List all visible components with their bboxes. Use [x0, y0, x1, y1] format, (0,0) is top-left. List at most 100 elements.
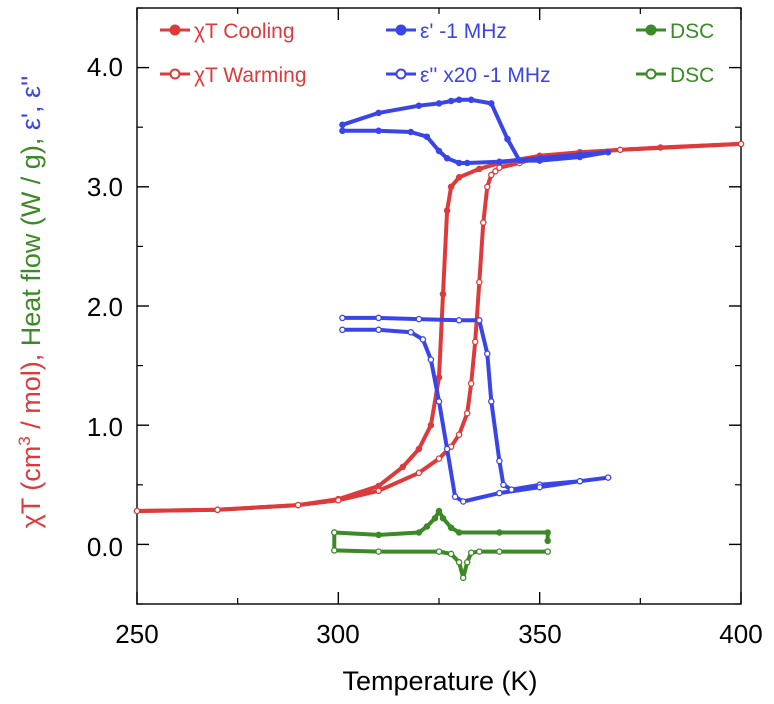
data-point: [435, 455, 443, 462]
legend-label: ε' -1 MHz: [420, 20, 507, 43]
axis-ticks: [136, 7, 742, 605]
data-point: [496, 529, 503, 536]
data-point: [427, 421, 435, 429]
x-tick-label: 350: [518, 619, 561, 649]
data-point: [419, 336, 427, 343]
series-4: [331, 507, 551, 545]
series-1: [133, 140, 745, 515]
data-point: [431, 514, 439, 522]
y-tick-label: 0.0: [87, 532, 123, 562]
y-tick-label: 2.0: [87, 292, 123, 322]
y-axis-title-epsilon: ε', ε'': [16, 76, 46, 131]
data-point: [294, 501, 302, 509]
x-tick-label: 250: [115, 619, 158, 649]
data-point: [476, 317, 483, 324]
data-point: [435, 100, 443, 107]
data-point: [455, 174, 463, 181]
data-point: [576, 151, 584, 158]
legend-label: ε'' x20 -1 MHz: [420, 64, 551, 87]
legend-item-dsc-2: DSC: [636, 64, 714, 87]
x-tick-label: 300: [316, 619, 359, 649]
data-point: [375, 127, 382, 135]
data-point: [407, 328, 415, 336]
legend-label: DSC: [670, 20, 714, 43]
data-point: [496, 548, 503, 555]
legend-label: DSC: [670, 64, 714, 87]
y-tick-labels: 0.0 1.0 2.0 3.0 4.0: [87, 52, 123, 562]
data-point: [451, 493, 459, 500]
data-point: [415, 315, 423, 323]
series-layer: [133, 96, 745, 582]
data-point: [459, 498, 467, 505]
data-point: [415, 102, 423, 109]
data-point: [616, 146, 624, 154]
data-point: [375, 314, 382, 322]
data-point: [455, 159, 463, 167]
data-point: [504, 135, 511, 143]
data-point: [423, 523, 431, 530]
data-point: [604, 474, 612, 481]
data-point: [476, 548, 483, 555]
data-point: [484, 350, 491, 357]
data-point: [471, 338, 479, 346]
data-point: [439, 514, 447, 522]
data-point: [737, 140, 745, 148]
data-point: [415, 469, 423, 477]
data-point: [435, 398, 443, 405]
data-point: [476, 165, 483, 173]
data-point: [459, 574, 467, 582]
legend-item-chiT-warming: χT Warming: [160, 64, 307, 87]
data-point: [536, 483, 543, 491]
data-point: [455, 529, 463, 536]
data-point: [331, 529, 338, 536]
data-point: [476, 278, 483, 286]
data-point: [467, 96, 475, 104]
data-point: [375, 326, 382, 334]
data-point: [375, 109, 382, 117]
data-point: [455, 317, 463, 324]
x-tick-label: 400: [719, 619, 762, 649]
data-point: [488, 100, 495, 107]
data-point: [447, 524, 455, 531]
legend-marker: [395, 24, 407, 36]
y-tick-label: 3.0: [87, 172, 123, 202]
data-point: [435, 374, 443, 381]
data-point: [463, 410, 471, 417]
data-point: [455, 431, 463, 438]
series-line: [332, 509, 550, 543]
data-point: [427, 356, 435, 363]
data-point: [415, 529, 423, 536]
data-point: [339, 314, 346, 322]
data-point: [576, 477, 584, 485]
data-point: [407, 128, 415, 136]
data-point: [214, 506, 221, 514]
data-point: [484, 183, 491, 191]
data-point: [435, 507, 443, 515]
data-point: [447, 97, 455, 105]
y-axis-title: χT (cm3 / mol), Heat flow (W / g), ε', ε…: [15, 76, 46, 529]
data-point: [544, 529, 551, 536]
legend-label: χT Cooling: [194, 20, 295, 43]
data-point: [480, 219, 487, 226]
data-point: [488, 171, 495, 179]
data-point: [496, 457, 503, 465]
data-point: [443, 207, 451, 214]
data-point: [443, 445, 451, 453]
legend-marker: [645, 68, 657, 80]
data-point: [331, 547, 338, 554]
data-point: [439, 290, 447, 298]
data-point: [544, 548, 551, 555]
data-point: [496, 489, 503, 497]
data-point: [488, 398, 495, 405]
data-point: [604, 148, 612, 156]
data-point: [496, 164, 503, 171]
series-line: [332, 530, 550, 580]
legend-label: χT Warming: [194, 64, 307, 87]
legend-item-eps-double-prime: ε'' x20 -1 MHz: [386, 64, 551, 87]
series-2: [339, 96, 612, 167]
legend-marker: [169, 24, 181, 36]
data-point: [455, 96, 463, 104]
data-point: [536, 154, 543, 162]
legend-marker: [645, 24, 657, 36]
